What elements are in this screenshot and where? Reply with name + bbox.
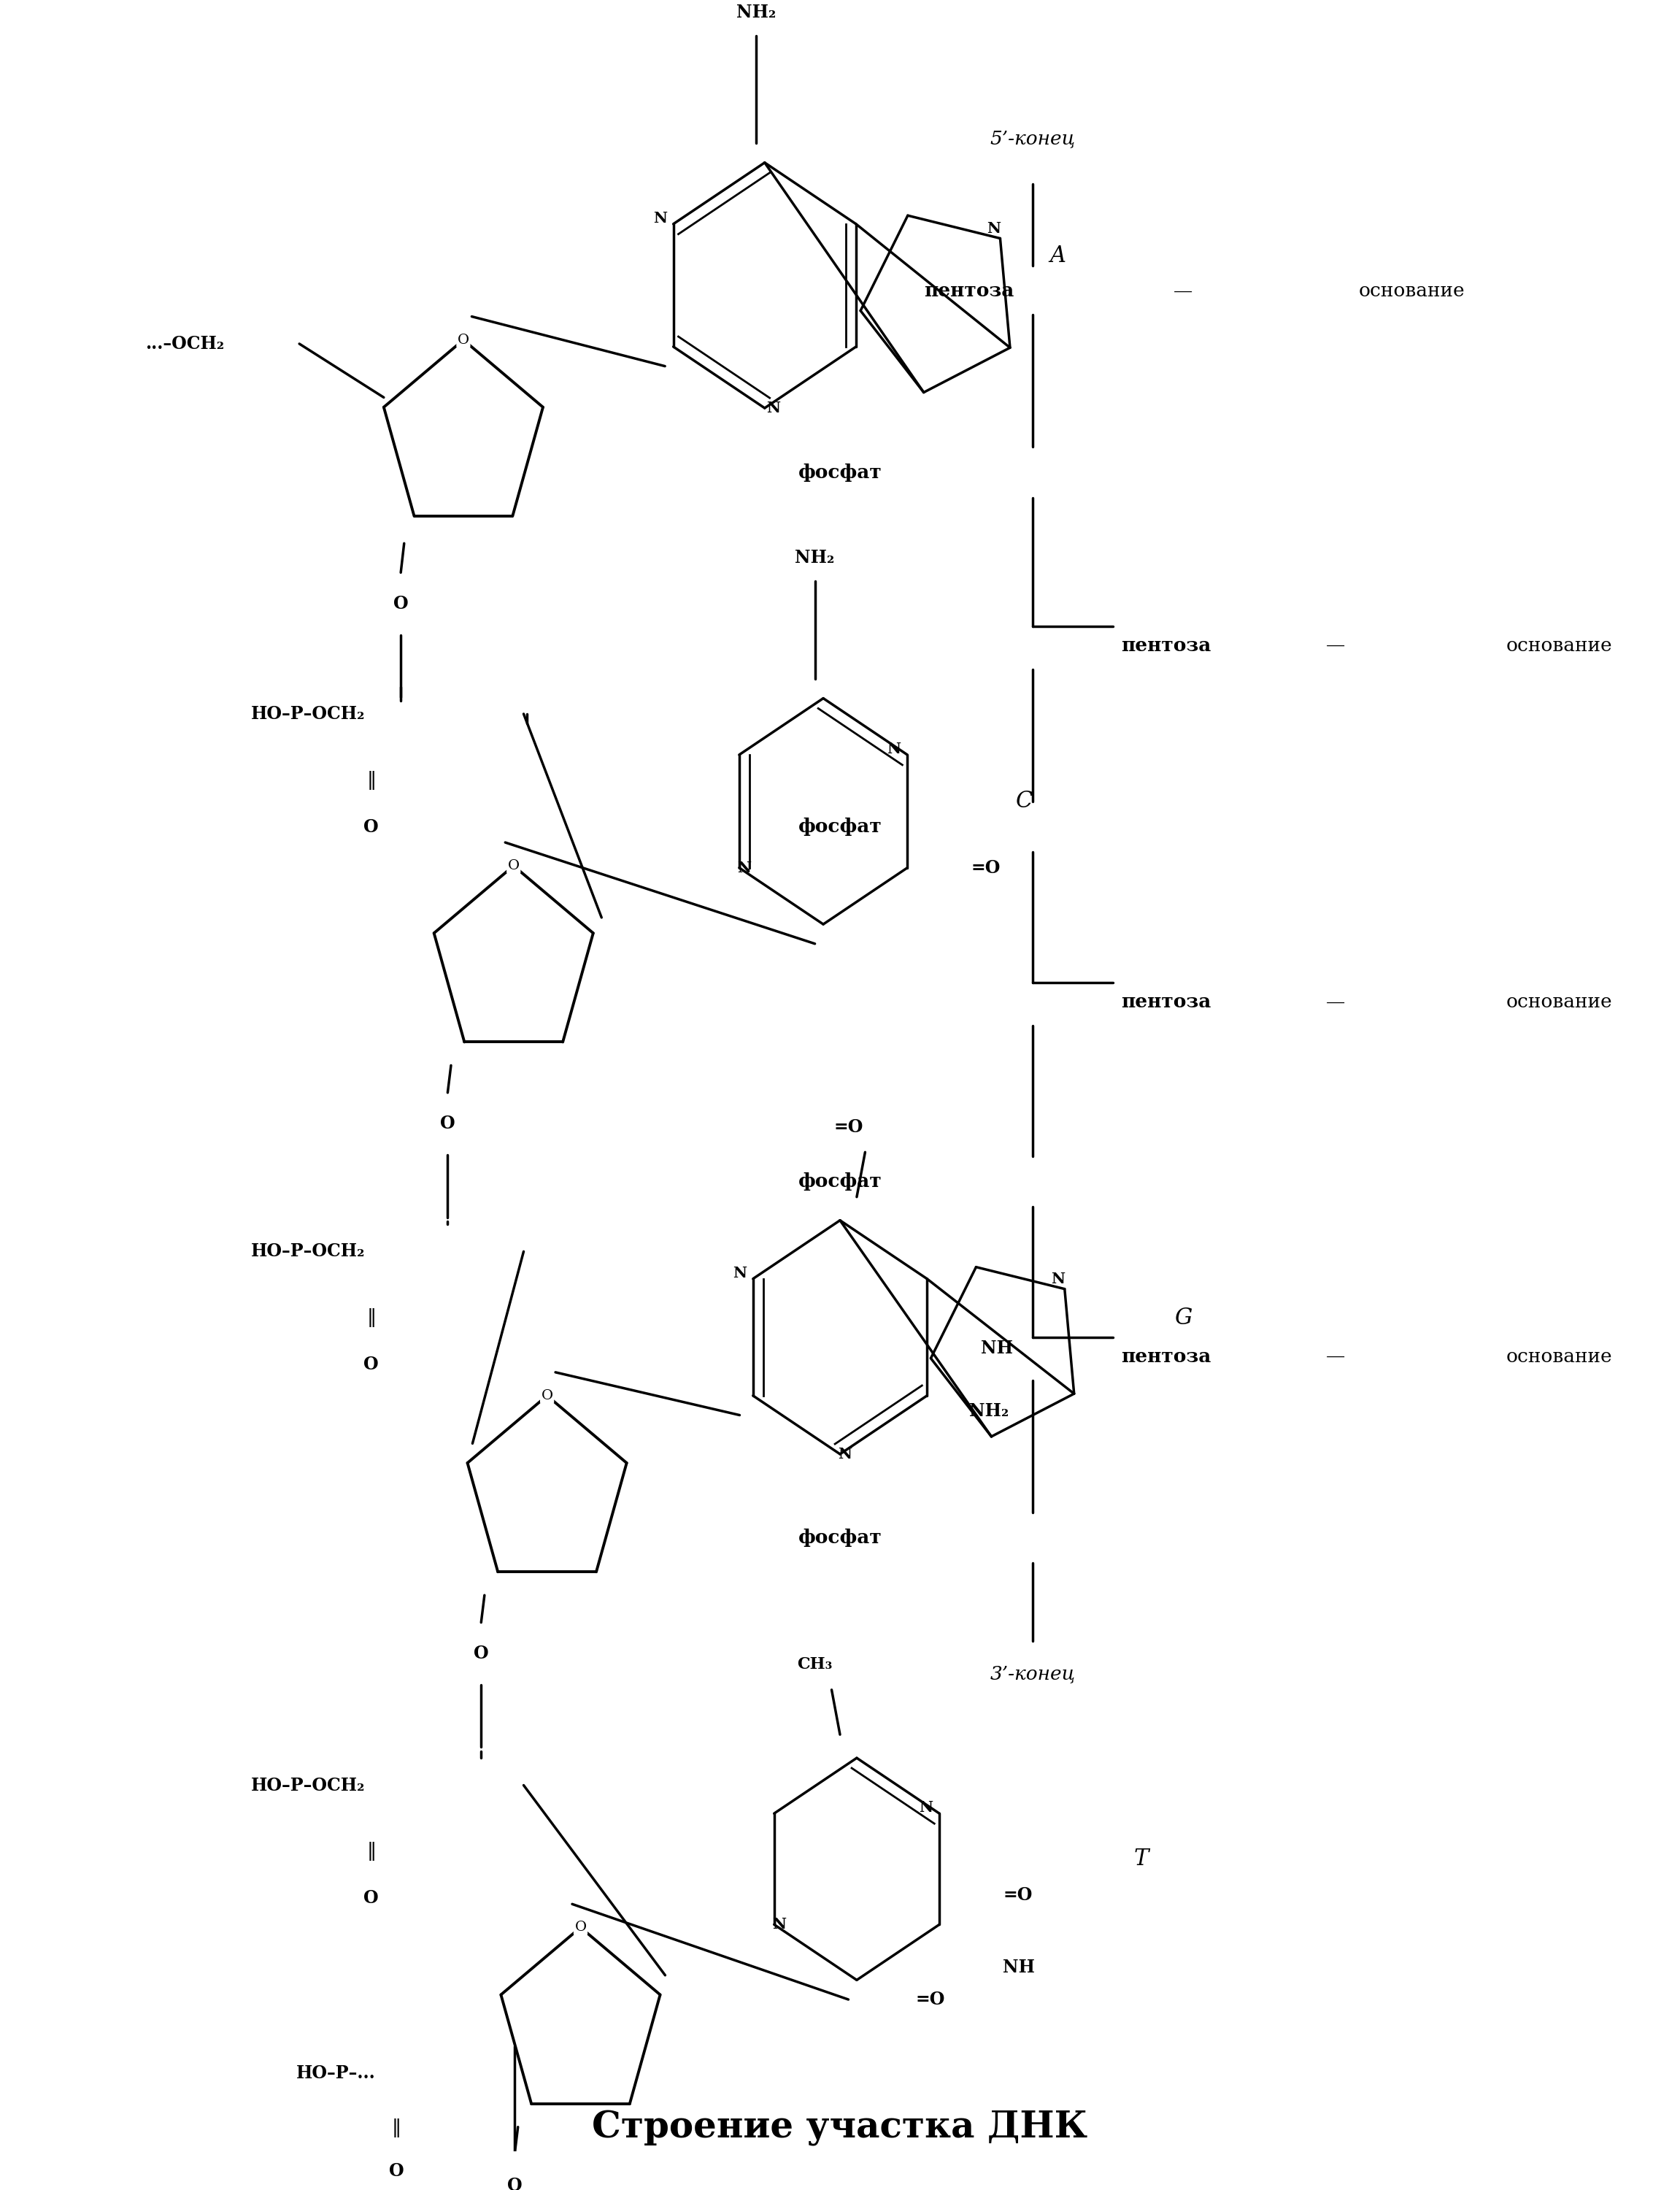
Text: основание: основание <box>1507 637 1613 655</box>
Text: N: N <box>654 210 667 226</box>
Text: —: — <box>1326 637 1346 655</box>
Text: O: O <box>388 2162 403 2179</box>
Text: 5’-конец: 5’-конец <box>990 129 1075 149</box>
Text: O: O <box>541 1388 553 1402</box>
Text: пентоза: пентоза <box>1121 637 1211 655</box>
Text: ‖: ‖ <box>366 771 376 791</box>
Text: A: A <box>1050 245 1065 267</box>
Text: N: N <box>1052 1272 1065 1286</box>
Text: фосфат: фосфат <box>798 462 882 482</box>
Text: ...–OCH₂: ...–OCH₂ <box>146 335 225 353</box>
Text: N: N <box>887 742 900 756</box>
Text: G: G <box>1174 1307 1193 1329</box>
Text: ‖: ‖ <box>391 2118 402 2137</box>
Text: O: O <box>365 1890 378 1907</box>
Text: —: — <box>1326 1347 1346 1367</box>
Text: CH₃: CH₃ <box>798 1656 833 1673</box>
Text: O: O <box>507 858 519 872</box>
Text: основание: основание <box>1507 992 1613 1012</box>
Text: фосфат: фосфат <box>798 817 882 837</box>
Text: HO–P–OCH₂: HO–P–OCH₂ <box>250 1242 365 1259</box>
Text: =O: =O <box>833 1119 864 1137</box>
Text: NH₂: NH₂ <box>736 4 776 22</box>
Text: NH: NH <box>1003 1958 1035 1975</box>
Text: Строение участка ДНК: Строение участка ДНК <box>591 2111 1089 2146</box>
Text: ‖: ‖ <box>366 1842 376 1862</box>
Text: =O: =O <box>1003 1886 1033 1903</box>
Text: O: O <box>474 1645 489 1662</box>
Text: NH₂: NH₂ <box>795 550 835 567</box>
Text: пентоза: пентоза <box>1121 1347 1211 1367</box>
Text: фосфат: фосфат <box>798 1172 882 1191</box>
Text: O: O <box>507 2177 522 2190</box>
Text: HO–P–OCH₂: HO–P–OCH₂ <box>250 705 365 723</box>
Text: O: O <box>393 596 408 613</box>
Text: NH₂: NH₂ <box>969 1402 1008 1419</box>
Text: N: N <box>773 1916 786 1932</box>
Text: ‖: ‖ <box>366 1307 376 1327</box>
Text: O: O <box>457 333 469 346</box>
Text: N: N <box>738 861 751 876</box>
Text: основание: основание <box>1507 1347 1613 1367</box>
Text: =O: =O <box>916 1991 944 2008</box>
Text: O: O <box>575 1921 586 1934</box>
Text: HO–P–OCH₂: HO–P–OCH₂ <box>250 1776 365 1794</box>
Text: T: T <box>1134 1848 1149 1870</box>
Text: пентоза: пентоза <box>924 283 1013 300</box>
Text: HO–P–...: HO–P–... <box>296 2065 375 2083</box>
Text: O: O <box>365 1356 378 1373</box>
Text: —: — <box>1174 283 1193 300</box>
Text: основание: основание <box>1359 283 1465 300</box>
Text: N: N <box>766 401 780 416</box>
Text: O: O <box>365 819 378 837</box>
Text: O: O <box>440 1115 455 1132</box>
Text: N: N <box>986 221 1000 237</box>
Text: N: N <box>919 1800 932 1816</box>
Text: C: C <box>1016 791 1033 812</box>
Text: NH: NH <box>981 1340 1013 1358</box>
Text: 3’-конец: 3’-конец <box>990 1664 1075 1684</box>
Text: пентоза: пентоза <box>1121 992 1211 1012</box>
Text: фосфат: фосфат <box>798 1529 882 1546</box>
Text: N: N <box>732 1266 746 1281</box>
Text: —: — <box>1326 992 1346 1012</box>
Text: N: N <box>838 1448 852 1461</box>
Text: =O: =O <box>971 858 1000 876</box>
